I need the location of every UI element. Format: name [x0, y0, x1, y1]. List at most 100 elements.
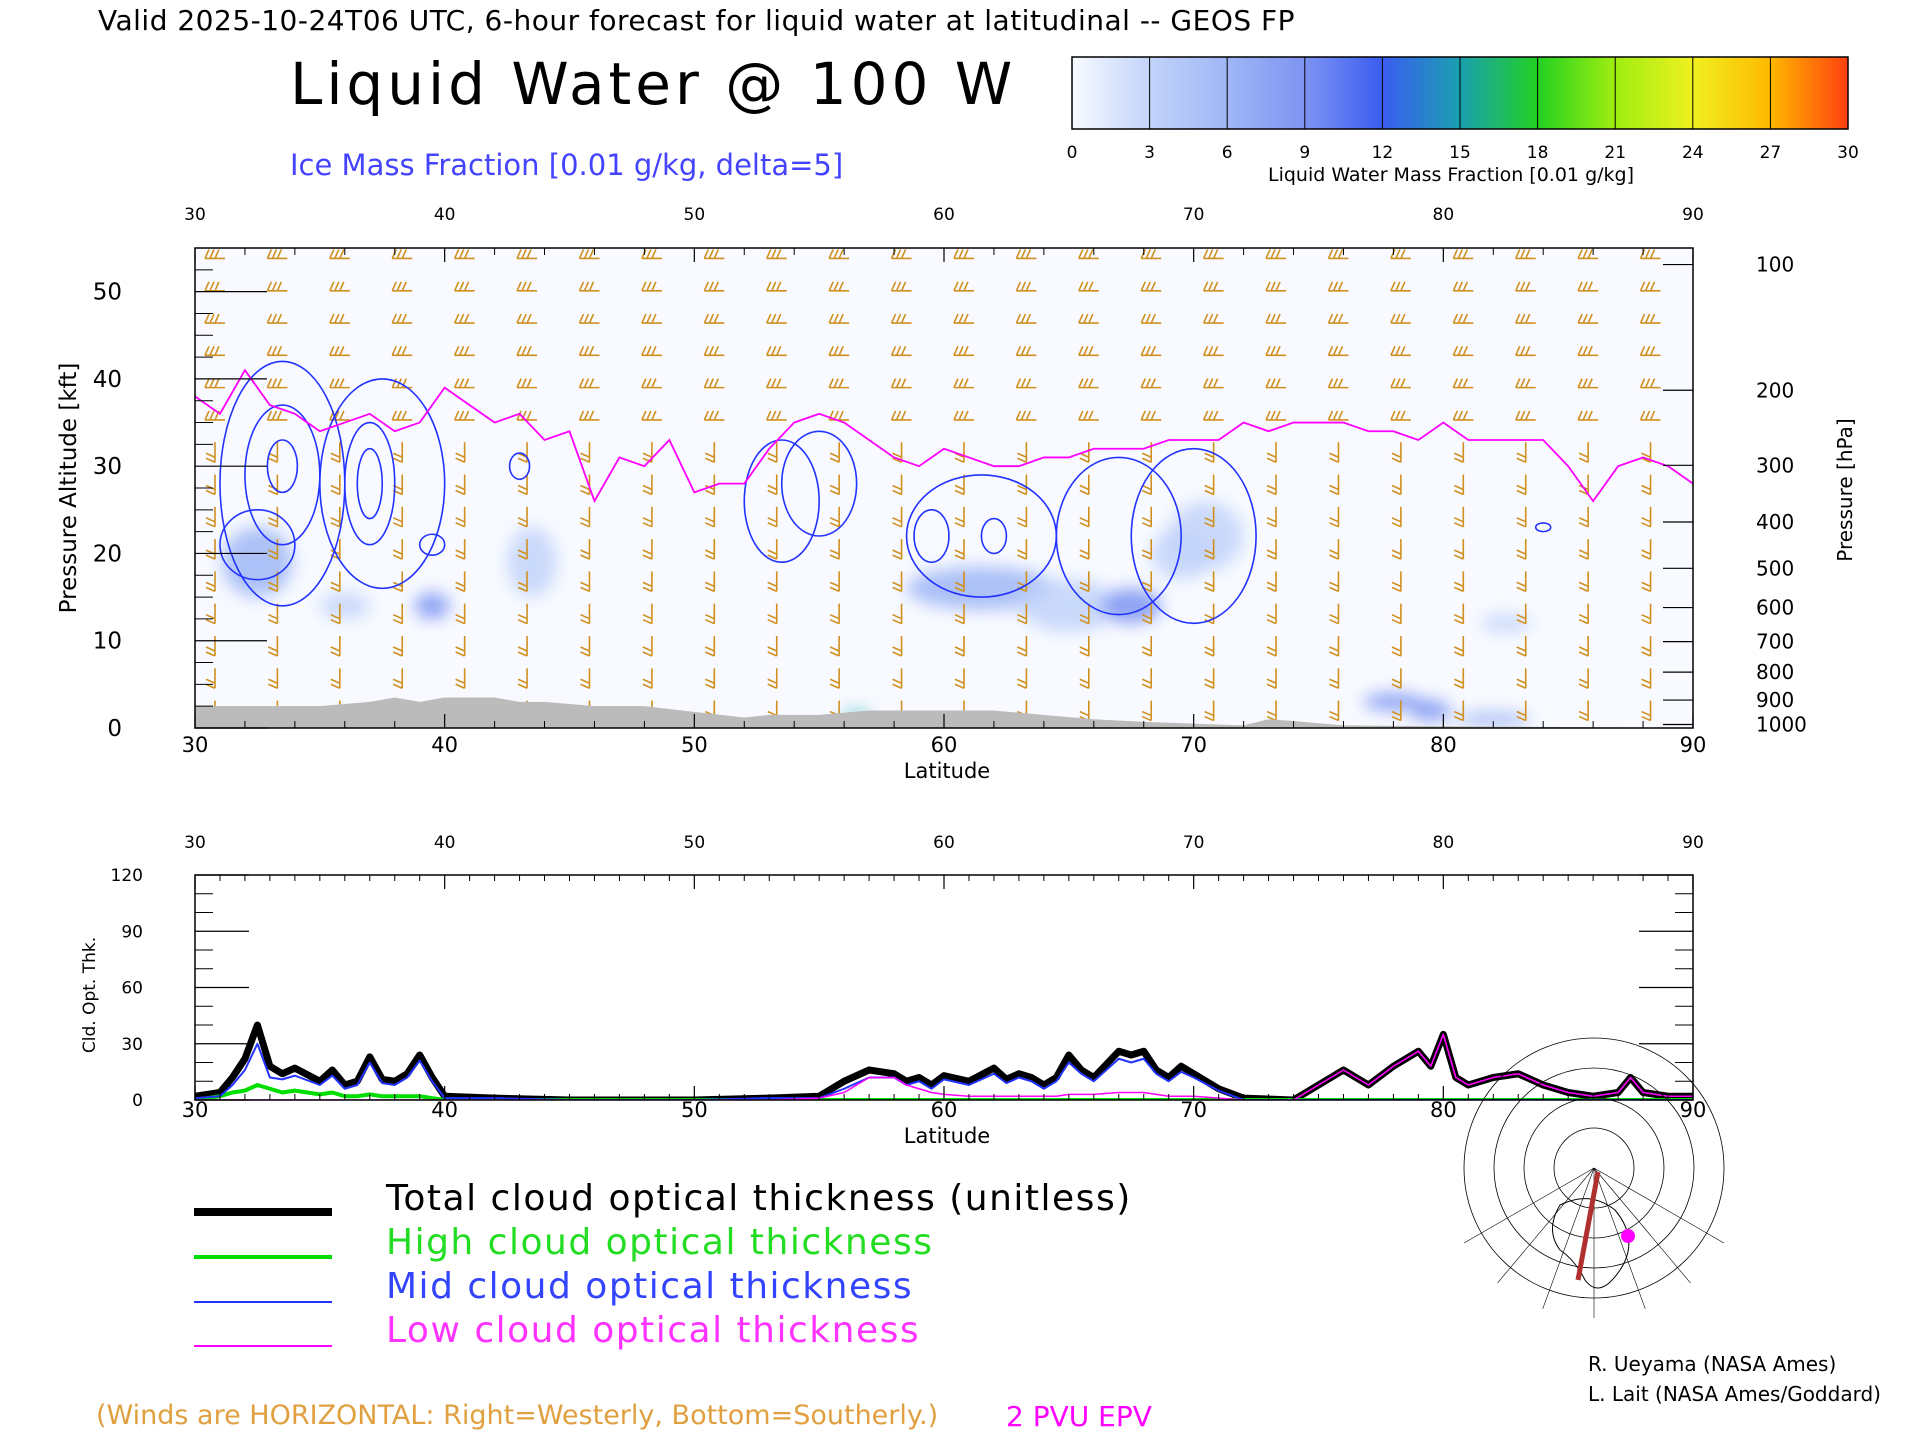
wind-barb — [1140, 410, 1162, 421]
wind-barb — [1015, 378, 1037, 389]
wind-barb — [455, 506, 466, 528]
wind-barb — [1577, 378, 1599, 389]
wind-barb — [1204, 506, 1215, 528]
wind-barb — [829, 442, 840, 463]
ice-contour — [980, 517, 1008, 555]
map-background — [1500, 1165, 1695, 1315]
wind-barb — [1140, 346, 1162, 357]
wind-barb — [1514, 313, 1536, 324]
wind-barb — [1266, 442, 1277, 463]
wind-barb — [516, 346, 538, 357]
wind-barb — [1453, 539, 1465, 560]
wind-barb — [1017, 539, 1028, 560]
pressure-tick-label: 600 — [1756, 596, 1794, 620]
wind-barb — [1202, 249, 1224, 260]
wind-barb — [1078, 313, 1099, 324]
wind-barb — [1391, 474, 1402, 496]
wind-barb — [890, 249, 912, 260]
wind-barb — [578, 410, 600, 421]
wind-barb — [517, 635, 528, 657]
pressure-tick-label: 400 — [1756, 510, 1794, 534]
wind-barb — [954, 635, 965, 657]
wind-barb — [890, 410, 912, 421]
wind-barb — [1015, 249, 1037, 260]
wind-barb — [892, 571, 903, 593]
wind-barb — [1516, 506, 1527, 528]
map-meridian — [1593, 1167, 1725, 1244]
wind-barb — [1452, 346, 1474, 357]
wind-barb — [1266, 474, 1277, 496]
wind-barb — [954, 571, 965, 593]
wind-barb — [1078, 378, 1099, 389]
pressure-tick-label: 100 — [1756, 253, 1794, 277]
wind-barb — [516, 249, 538, 260]
od-y-tick-label: 90 — [121, 922, 143, 942]
wind-barb — [954, 668, 965, 689]
wind-barb — [1577, 281, 1599, 292]
colorbar: 0 3 6 9 12 15 18 21 24 27 30 — [1067, 56, 1859, 163]
wind-barb — [642, 635, 653, 657]
wind-barb — [1141, 474, 1153, 496]
wind-barb — [1516, 668, 1527, 689]
wind-barb — [1078, 281, 1099, 292]
wind-barb — [455, 635, 466, 657]
wind-barb — [1639, 281, 1661, 292]
wind-barb — [268, 539, 279, 560]
wind-barb — [578, 346, 600, 357]
map-meridian — [1593, 1167, 1691, 1284]
wind-barb — [1391, 700, 1402, 722]
wind-barb — [204, 249, 225, 260]
ice-contour — [1055, 456, 1182, 616]
wind-barb — [329, 346, 350, 357]
od-x-tick-label: 50 — [681, 1098, 708, 1122]
wind-barb — [1641, 539, 1652, 560]
pressure-tick-label: 500 — [1756, 556, 1794, 580]
ice-contour — [356, 447, 384, 520]
colorbar-tick-label: 24 — [1682, 143, 1704, 163]
wind-barb — [580, 603, 591, 625]
x-tick-label-top: 90 — [1682, 205, 1704, 225]
wind-barb — [1327, 378, 1349, 389]
wind-barb — [1452, 410, 1474, 421]
chart-title: Liquid Water @ 100 W — [290, 50, 1017, 118]
x-tick-label-top: 40 — [434, 205, 456, 225]
od-x-axis-label: Latitude — [904, 1124, 990, 1148]
colorbar-label: Liquid Water Mass Fraction [0.01 g/kg] — [1268, 164, 1635, 186]
wind-barb — [453, 410, 475, 421]
wind-barb — [1140, 313, 1162, 324]
wind-barb — [578, 249, 600, 260]
wind-barb — [1641, 635, 1652, 657]
wind-barb — [1639, 410, 1661, 421]
liquid-water-patch — [222, 527, 293, 598]
pressure-tick-label: 300 — [1756, 453, 1794, 477]
wind-barb — [1452, 378, 1474, 389]
wind-barb — [953, 249, 974, 260]
wind-barb — [453, 249, 475, 260]
wind-barb — [704, 668, 716, 689]
wind-barb — [892, 603, 903, 625]
od-x-tick-label-top: 50 — [684, 833, 706, 853]
epv-line — [195, 368, 1693, 504]
wind-barb — [580, 506, 591, 528]
y-tick-label: 10 — [93, 629, 122, 655]
plot-background — [195, 248, 1693, 728]
y-tick-label: 0 — [107, 716, 122, 742]
wind-barb — [1327, 346, 1349, 357]
terrain — [195, 697, 1693, 728]
wind-barb — [1017, 506, 1028, 528]
wind-barb — [767, 442, 778, 463]
od-y-axis-label: Cld. Opt. Thk. — [80, 937, 100, 1053]
wind-barb — [829, 571, 840, 593]
wind-barb — [1391, 668, 1402, 689]
wind-barb — [828, 346, 850, 357]
ice-contour — [1130, 447, 1257, 625]
wind-barb — [1204, 668, 1215, 689]
ice-contour — [219, 509, 296, 581]
od-x-tick-label-top: 70 — [1183, 833, 1205, 853]
wind-barb — [1202, 378, 1224, 389]
map-continent — [1552, 1198, 1630, 1289]
wind-barb — [1641, 571, 1652, 593]
wind-barb — [828, 249, 850, 260]
wind-barb — [704, 635, 716, 657]
